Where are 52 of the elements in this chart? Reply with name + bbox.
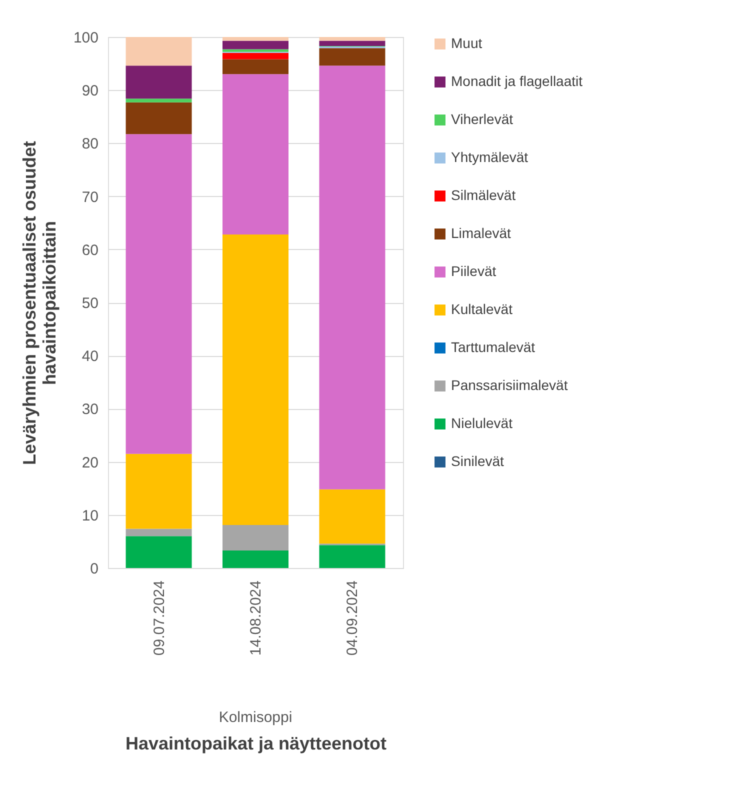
bar: [222, 59, 288, 74]
y-tick-label: 60: [82, 242, 98, 259]
legend-label: Sinilevät: [451, 453, 504, 469]
y-tick-label: 40: [82, 348, 98, 366]
y-tick-label: 90: [82, 82, 98, 100]
legend-label: Tarttumalevät: [451, 339, 536, 355]
bar: [222, 234, 288, 525]
bar: [222, 524, 288, 550]
bar: [222, 550, 288, 568]
bar: [126, 37, 192, 66]
bar: [222, 49, 288, 52]
bar: [319, 489, 386, 544]
bar: [319, 40, 386, 46]
y-tick-label: 50: [82, 295, 98, 312]
bar: [126, 98, 192, 102]
legend-label: Viherlevät: [451, 111, 514, 127]
bar: [126, 134, 192, 454]
x-axis-title: Havaintopaikat ja näytteenotot: [125, 734, 387, 754]
legend-label: Nielulevät: [451, 415, 513, 431]
x-tick-label: 14.08.2024: [248, 580, 264, 656]
legend-label: Silmälevät: [451, 187, 516, 203]
bar: [126, 528, 192, 536]
bar: [222, 40, 288, 50]
bar: [319, 48, 386, 66]
bar: [319, 66, 386, 490]
x-tick-label: 09.07.2024: [150, 580, 168, 656]
y-tick-label: 20: [82, 454, 98, 472]
x-tick-label: 04.09.2024: [344, 580, 362, 656]
y-tick-label: 100: [73, 30, 98, 46]
y-tick-label: 70: [82, 188, 98, 206]
legend-label: Panssarisiimalevät: [451, 377, 568, 393]
legend-label: Yhtymälevät: [451, 149, 528, 165]
y-tick-label: 0: [90, 560, 98, 578]
bar: [222, 74, 288, 235]
bar: [222, 52, 288, 60]
bar: [222, 37, 288, 41]
legend-label: Piilevät: [451, 263, 496, 279]
legend-label: Limalevät: [451, 225, 512, 241]
y-tick-label: 80: [82, 136, 98, 153]
y-tick-label: 10: [82, 507, 98, 524]
bar: [319, 37, 386, 41]
legend-label: Kultalevät: [451, 301, 513, 317]
bar: [126, 66, 192, 99]
y-tick-label: 30: [82, 401, 98, 418]
bar: [319, 545, 386, 568]
text: Kolmisoppi: [218, 709, 292, 726]
bar: [126, 102, 192, 134]
bar: [126, 536, 192, 568]
bar: [126, 454, 192, 529]
legend-label: Muut: [451, 35, 482, 51]
legend-label: Monadit ja flagellaatit: [451, 73, 583, 89]
y-axis-title: Leväryhmien prosentuaaliset osuudet havaintopaikoittain: [19, 140, 60, 466]
